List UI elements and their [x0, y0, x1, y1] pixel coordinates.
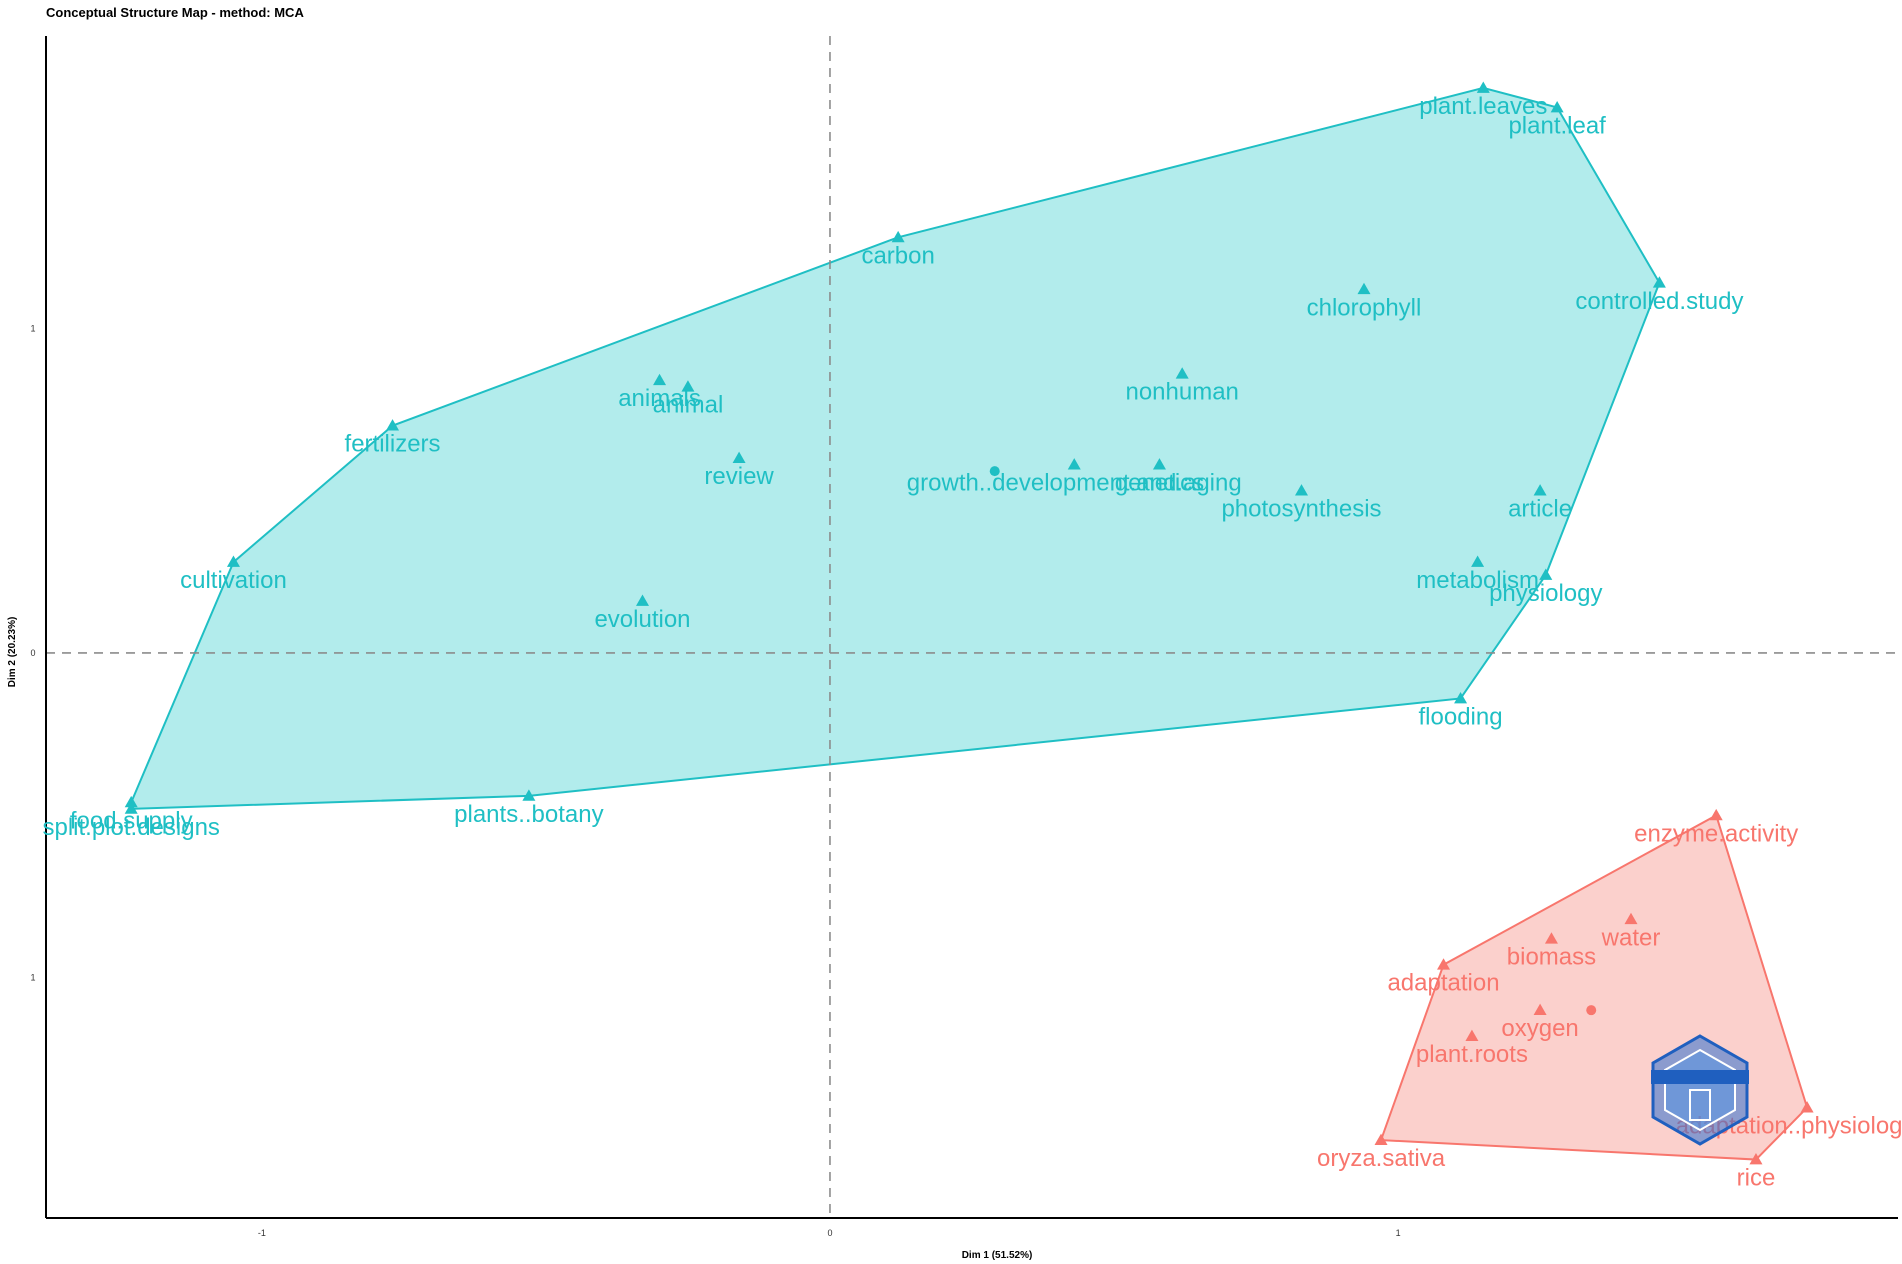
- cluster-hulls: [130, 86, 1809, 1161]
- point-plants--botany: [522, 789, 536, 801]
- label-article: article: [1508, 496, 1572, 523]
- y-axis-title: Dim 2 (20.23%): [7, 617, 18, 688]
- label-food-supply: food.supply: [70, 807, 193, 834]
- label-plants--botany: plants..botany: [454, 801, 603, 828]
- point-cultivation: [226, 555, 240, 567]
- cluster-1-centroid: [989, 466, 1000, 477]
- label-plant-leaves: plant.leaves: [1419, 93, 1547, 120]
- label-chlorophyll: chlorophyll: [1307, 294, 1422, 321]
- label-plant-leaf: plant.leaf: [1508, 112, 1606, 139]
- label-plant-roots: plant.roots: [1416, 1041, 1528, 1068]
- bibliometrix-logo: [1651, 1034, 1749, 1146]
- label-controlled-study: controlled.study: [1575, 288, 1743, 315]
- label-review: review: [704, 463, 774, 490]
- y-tick-label: 1: [30, 323, 35, 333]
- point-review: [732, 451, 746, 464]
- point-biomass: [1544, 932, 1558, 944]
- point-plant-leaves: [1476, 81, 1490, 93]
- axes: [45, 36, 1898, 1219]
- label-physiology: physiology: [1489, 580, 1602, 607]
- label-metabolism: metabolism: [1416, 567, 1539, 594]
- label-biomass: biomass: [1507, 944, 1596, 971]
- point-animal: [681, 380, 695, 392]
- point-photosynthesis: [1294, 484, 1308, 496]
- point-controlled-study: [1652, 276, 1666, 288]
- label-genetics: genetics: [1115, 470, 1204, 497]
- label-evolution: evolution: [594, 606, 690, 633]
- point-animals: [653, 373, 667, 386]
- point-oryza-sativa: [1374, 1133, 1388, 1145]
- x-axis-title: Dim 1 (51.52%): [962, 1250, 1033, 1261]
- label-rice: rice: [1737, 1165, 1776, 1192]
- point-genetics: [1152, 458, 1166, 470]
- label-fertilizers: fertilizers: [345, 431, 441, 458]
- label-carbon: carbon: [861, 242, 934, 269]
- point-fertilizers: [386, 419, 400, 431]
- label-oryza-sativa: oryza.sativa: [1317, 1145, 1446, 1172]
- x-tick-label: 0: [827, 1228, 832, 1238]
- point-carbon: [891, 230, 905, 243]
- label-flooding: flooding: [1419, 703, 1503, 730]
- point-plant-leaf: [1550, 100, 1564, 113]
- point-flooding: [1454, 691, 1468, 704]
- point-physiology: [1539, 568, 1553, 580]
- point-evolution: [636, 594, 650, 606]
- label-oxygen: oxygen: [1501, 1015, 1578, 1042]
- data-points: [124, 81, 1814, 1165]
- point-adaptation--physiological: [1800, 1101, 1814, 1113]
- point-split-plot-designs: [124, 802, 138, 814]
- x-tick-label: -1: [258, 1228, 266, 1238]
- cluster-1-hull: [130, 86, 1661, 810]
- label-growth--development-and-aging: growth..development.and.aging: [907, 470, 1242, 497]
- point-rice: [1749, 1153, 1763, 1165]
- point-growth--development-and-aging: [1067, 458, 1081, 470]
- point-water: [1624, 912, 1638, 925]
- label-enzyme-activity: enzyme.activity: [1634, 820, 1798, 847]
- label-water: water: [1601, 924, 1661, 951]
- label-animal: animal: [653, 392, 724, 419]
- point-nonhuman: [1175, 367, 1189, 379]
- x-tick-label: 1: [1396, 1228, 1401, 1238]
- chart-title: Conceptual Structure Map - method: MCA: [46, 5, 304, 20]
- label-animals: animals: [618, 385, 701, 412]
- point-oxygen: [1533, 1003, 1547, 1016]
- label-cultivation: cultivation: [180, 567, 287, 594]
- point-plant-roots: [1465, 1029, 1479, 1042]
- point-article: [1533, 484, 1547, 496]
- label-split-plot-designs: split.plot.designs: [42, 814, 219, 841]
- tick-labels: -1 0 1 1 0 1: [30, 323, 1400, 1238]
- logo-tower-icon: [1689, 1089, 1711, 1121]
- label-nonhuman: nonhuman: [1125, 379, 1238, 406]
- y-tick-label: 0: [30, 648, 35, 658]
- point-food-supply: [124, 795, 138, 808]
- point-enzyme-activity: [1709, 808, 1723, 821]
- point-chlorophyll: [1357, 282, 1371, 295]
- logo-banner: [1651, 1070, 1749, 1084]
- point-metabolism: [1471, 555, 1485, 567]
- label-adaptation: adaptation: [1387, 970, 1499, 997]
- cluster-2-centroid: [1586, 1005, 1597, 1016]
- point-adaptation: [1437, 958, 1451, 970]
- label-photosynthesis: photosynthesis: [1221, 496, 1381, 523]
- y-tick-label: 1: [30, 973, 35, 983]
